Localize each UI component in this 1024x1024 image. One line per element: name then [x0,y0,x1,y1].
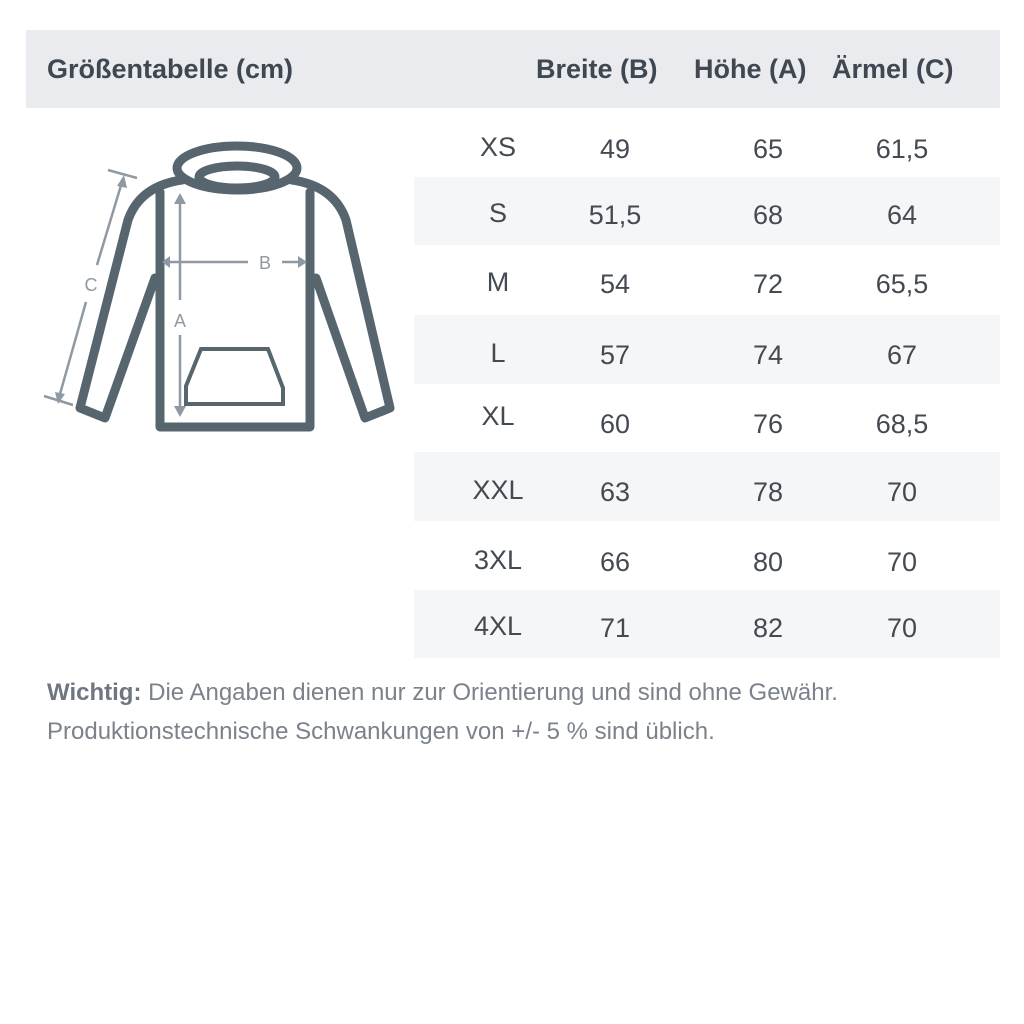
cell-b: 57 [599,340,631,370]
cell-c: 64 [886,200,918,230]
cell-b: 49 [599,134,631,164]
cell-c: 61,5 [875,134,929,164]
cell-b: 60 [599,409,631,439]
note-line-1: Wichtig: Die Angaben dienen nur zur Orie… [47,679,838,707]
cell-a: 76 [752,409,784,439]
label-b: B [259,253,271,273]
table-header: Größentabelle (cm) Breite (B) Höhe (A) Ä… [26,30,1000,108]
cell-c: 65,5 [875,269,929,299]
table-row-stripe [414,315,1000,384]
cell-a: 68 [752,200,784,230]
cell-b: 71 [599,613,631,643]
column-header-sleeve: Ärmel (C) [832,54,954,84]
hoodie-outline [75,141,395,432]
cell-size: XL [481,401,515,431]
cell-size: 3XL [473,545,523,575]
cell-c: 70 [886,547,918,577]
table-row-stripe [414,177,1000,245]
note-line-2: Produktionstechnische Schwankungen von +… [47,718,715,745]
cell-size: XXL [472,475,524,505]
table-row-stripe [414,590,1000,658]
cell-b: 54 [599,269,631,299]
cell-size: 4XL [473,611,523,641]
cell-a: 80 [752,547,784,577]
label-c: C [85,275,98,295]
column-header-width: Breite (B) [536,54,658,84]
cell-a: 82 [752,613,784,643]
cell-b: 66 [599,547,631,577]
cell-size: XS [479,132,517,162]
label-a: A [174,311,186,331]
table-title: Größentabelle (cm) [47,54,294,84]
cell-c: 70 [886,613,918,643]
cell-c: 70 [886,477,918,507]
cell-c: 68,5 [875,409,929,439]
cell-b: 63 [599,477,631,507]
note-bold: Wichtig: [47,679,142,706]
table-row-stripe [414,452,1000,521]
cell-size: S [488,198,508,228]
cell-a: 74 [752,340,784,370]
cell-b: 51,5 [588,200,642,230]
cell-size: L [490,338,506,368]
cell-a: 78 [752,477,784,507]
cell-a: 65 [752,134,784,164]
cell-size: M [486,267,510,297]
pocket [184,347,285,406]
cell-a: 72 [752,269,784,299]
column-header-height: Höhe (A) [694,54,807,84]
cell-c: 67 [886,340,918,370]
measure-arrows [43,168,307,417]
note-text: Die Angaben dienen nur zur Orientierung … [141,679,838,706]
